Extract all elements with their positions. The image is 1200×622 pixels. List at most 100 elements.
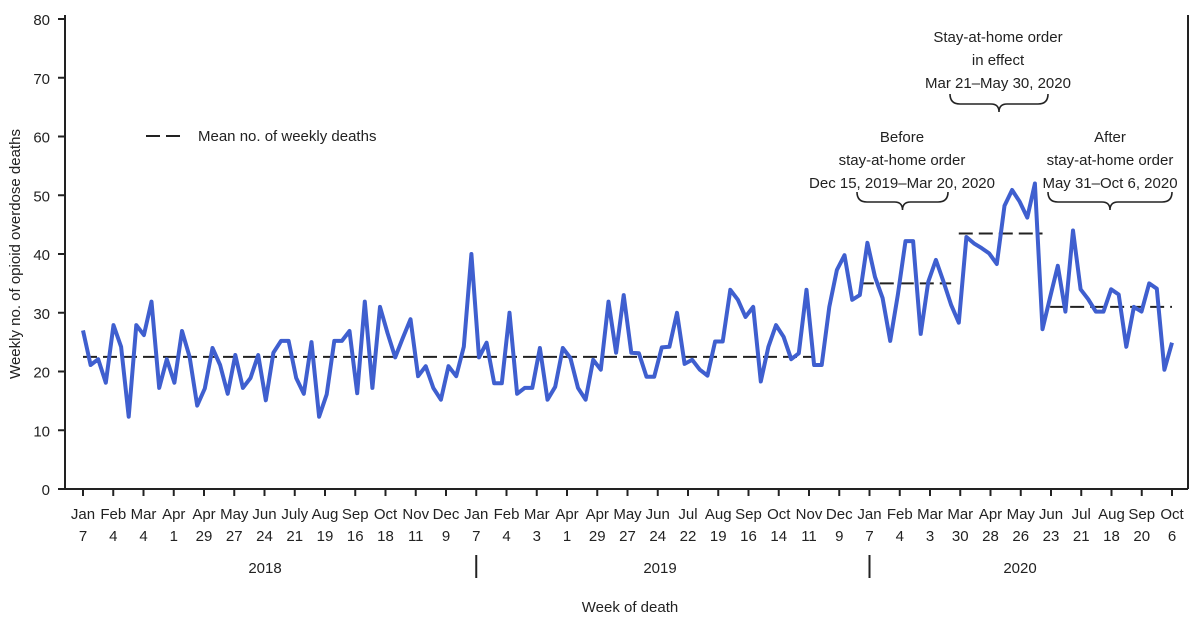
x-tick-day: 20 — [1133, 528, 1150, 545]
brace-before — [856, 191, 949, 211]
x-tick-month: Mar — [524, 506, 550, 523]
annotation-before-line: stay-at-home order — [839, 152, 966, 169]
x-tick-month: Oct — [1160, 506, 1184, 523]
legend-label: Mean no. of weekly deaths — [198, 128, 376, 145]
brace-during — [949, 93, 1049, 113]
x-tick-day: 28 — [982, 528, 999, 545]
x-tick-month: Dec — [826, 506, 853, 523]
data-points — [82, 183, 1173, 417]
x-tick-day: 14 — [770, 528, 787, 545]
x-tick-month: Dec — [433, 506, 460, 523]
x-tick-day: 27 — [226, 528, 243, 545]
x-tick-day: 11 — [408, 528, 424, 545]
x-tick-month: Feb — [887, 506, 913, 523]
y-tick-label: 30 — [33, 306, 50, 323]
x-tick-day: 22 — [680, 528, 697, 545]
x-tick-day: 9 — [442, 528, 450, 545]
y-tick-label: 50 — [33, 188, 50, 205]
x-tick-day: 29 — [196, 528, 213, 545]
x-tick-day: 29 — [589, 528, 606, 545]
y-tick-label: 0 — [42, 482, 50, 499]
y-axis: 0 10 20 30 40 50 60 70 80 — [33, 12, 66, 499]
y-tick-label: 80 — [33, 12, 50, 29]
x-tick-day: 30 — [952, 528, 969, 545]
x-tick-day: 19 — [317, 528, 334, 545]
annotation-after-line: stay-at-home order — [1047, 152, 1174, 169]
year-label: 2020 — [1003, 560, 1036, 577]
x-tick-day: 21 — [286, 528, 303, 545]
x-tick-month: Mar — [917, 506, 943, 523]
x-tick-month: Jan — [71, 506, 95, 523]
x-tick-day: 1 — [563, 528, 571, 545]
x-tick-month: Apr — [162, 506, 185, 523]
x-tick-month: Jul — [678, 506, 697, 523]
x-tick-day: 23 — [1043, 528, 1060, 545]
x-tick-day: 18 — [1103, 528, 1120, 545]
x-tick-day: 7 — [472, 528, 480, 545]
brace-after — [1047, 191, 1173, 211]
y-tick-label: 40 — [33, 247, 50, 264]
annotation-during-line: in effect — [972, 52, 1025, 69]
x-tick-day: 24 — [649, 528, 666, 545]
x-tick-month: July — [281, 506, 308, 523]
x-tick-day: 24 — [256, 528, 273, 545]
x-tick-day: 1 — [170, 528, 178, 545]
x-tick-month: Jul — [1072, 506, 1091, 523]
y-tick-label: 20 — [33, 365, 50, 382]
x-tick-day: 18 — [377, 528, 394, 545]
x-tick-month: Apr — [555, 506, 578, 523]
x-tick-month: Mar — [947, 506, 973, 523]
annotation-before-line: Before — [880, 129, 924, 146]
x-tick-day: 4 — [109, 528, 117, 545]
x-tick-month: Oct — [767, 506, 791, 523]
x-tick-month: Jun — [252, 506, 276, 523]
x-tick-month: Sep — [342, 506, 369, 523]
x-tick-day: 19 — [710, 528, 727, 545]
x-tick-month: Feb — [494, 506, 520, 523]
x-tick-day: 7 — [865, 528, 873, 545]
x-tick-month: Apr — [586, 506, 609, 523]
y-tick-label: 60 — [33, 130, 50, 147]
year-label: 2018 — [248, 560, 281, 577]
y-axis-label: Weekly no. of opioid overdose deaths — [7, 129, 24, 379]
x-tick-month: Jun — [646, 506, 670, 523]
annotation-during-line: Stay-at-home order — [933, 29, 1062, 46]
x-tick-day: 4 — [139, 528, 147, 545]
x-tick-month: Jan — [857, 506, 881, 523]
x-tick-month: Aug — [705, 506, 732, 523]
legend: Mean no. of weekly deaths — [146, 128, 376, 145]
annotation-before-line: Dec 15, 2019–Mar 20, 2020 — [809, 175, 995, 192]
x-tick-day: 27 — [619, 528, 636, 545]
x-tick-day: 7 — [79, 528, 87, 545]
weekly-deaths-line — [81, 181, 1174, 419]
x-axis-label: Week of death — [582, 599, 678, 616]
x-tick-day: 11 — [801, 528, 817, 545]
annotation-during-line: Mar 21–May 30, 2020 — [925, 75, 1071, 92]
annotations: Before stay-at-home order Dec 15, 2019–Mar… — [809, 29, 1178, 211]
x-tick-month: May — [220, 506, 249, 523]
x-tick-month: Aug — [312, 506, 339, 523]
x-tick-day: 9 — [835, 528, 843, 545]
x-tick-day: 26 — [1012, 528, 1029, 545]
x-tick-month: Oct — [374, 506, 398, 523]
x-tick-day: 21 — [1073, 528, 1090, 545]
x-tick-month: Jun — [1039, 506, 1063, 523]
x-tick-day: 16 — [347, 528, 364, 545]
x-tick-month: Sep — [1128, 506, 1155, 523]
x-tick-month: Nov — [402, 506, 429, 523]
x-tick-day: 4 — [896, 528, 904, 545]
annotation-after-line: After — [1094, 129, 1126, 146]
y-tick-label: 10 — [33, 423, 50, 440]
x-tick-day: 4 — [502, 528, 510, 545]
annotation-after-line: May 31–Oct 6, 2020 — [1042, 175, 1177, 192]
x-axis: Jan 7 Feb 4 Mar 4 Apr 1 Apr 29 May 27 Jun 24 July 21 Aug… — [64, 15, 1189, 578]
x-tick-month: Jan — [464, 506, 488, 523]
x-tick-month: Feb — [100, 506, 126, 523]
y-tick-label: 70 — [33, 71, 50, 88]
x-tick-month: May — [613, 506, 642, 523]
x-tick-month: Aug — [1098, 506, 1125, 523]
x-tick-month: May — [1007, 506, 1036, 523]
x-tick-month: Mar — [131, 506, 157, 523]
x-tick-month: Apr — [979, 506, 1002, 523]
